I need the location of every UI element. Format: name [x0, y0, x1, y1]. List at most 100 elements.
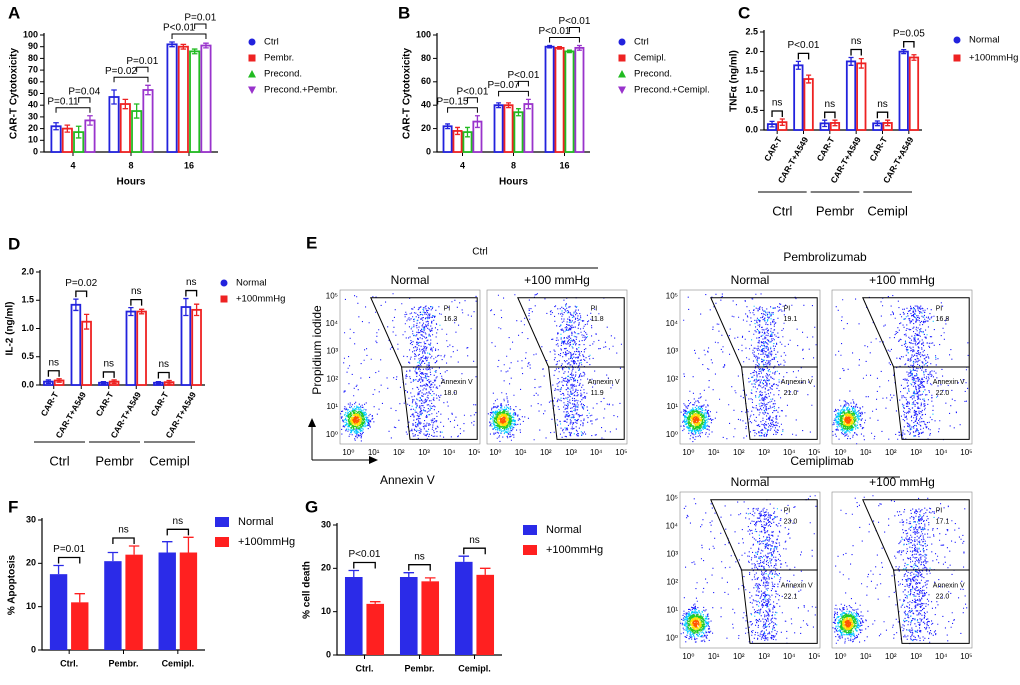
group-label: Ctrl [49, 453, 69, 468]
bar [442, 125, 453, 153]
error-bar [567, 49, 572, 54]
bar [191, 308, 202, 386]
x-axis-label: Hours [117, 177, 146, 188]
error-bar [506, 102, 511, 109]
x-tick-label: 10⁴ [590, 448, 603, 457]
y-tick-label: 2.0 [21, 266, 34, 276]
event-dots [692, 619, 700, 628]
significance-label: P<0.01 [163, 23, 195, 34]
x-tick-label: 10¹ [708, 448, 720, 457]
group-label: Cemipl [867, 203, 908, 218]
x-tick-label: 10⁴ [935, 652, 948, 661]
bar [158, 552, 176, 650]
significance-label: P<0.01 [788, 40, 820, 51]
significance-label: ns [118, 525, 129, 536]
significance-label: P<0.01 [349, 549, 381, 560]
significance-bracket [903, 40, 915, 48]
y-tick-label: 50 [28, 88, 38, 98]
y-tick-label: 100 [416, 29, 431, 39]
y-tick-label: 10³ [666, 550, 678, 559]
error-bar [183, 297, 189, 317]
x-tick-label: 10³ [565, 448, 577, 457]
gate [741, 569, 818, 644]
legend-label: Normal [546, 524, 581, 536]
bar [179, 552, 198, 650]
legend-marker [618, 86, 626, 94]
y-tick-label: 70 [28, 64, 38, 74]
significance-label: ns [414, 551, 425, 562]
significance-bracket [408, 564, 431, 571]
significance-label: ns [186, 277, 197, 288]
y-tick-label: 10³ [666, 347, 678, 356]
gate-label: PI [784, 508, 791, 515]
x-axis-label: Annexin V [380, 473, 435, 487]
error-bar [779, 118, 785, 126]
y-tick-label: 20 [421, 123, 431, 133]
error-bar [155, 380, 162, 385]
y-tick-label: 2.5 [745, 26, 758, 36]
x-tick-label: 10⁵ [808, 448, 820, 457]
error-bar [145, 84, 151, 96]
bar [856, 62, 867, 131]
significance-bracket [498, 90, 529, 97]
y-axis-label: % cell death [302, 561, 313, 619]
event-dots [687, 613, 705, 634]
legend-label: Pembr. [264, 53, 294, 64]
error-bar [53, 122, 59, 131]
group-title: Cemiplimab [790, 454, 854, 468]
x-axis-label: Hours [499, 177, 528, 188]
significance-label: P=0.05 [893, 28, 925, 39]
y-tick-label: 10² [666, 578, 678, 587]
significance-bracket [194, 23, 207, 30]
error-bar [911, 54, 917, 61]
panel-letter: D [8, 234, 20, 253]
significance-bracket [771, 110, 783, 118]
significance-bracket [166, 528, 190, 536]
error-bar [73, 298, 79, 312]
x-tick-label: 10² [540, 448, 552, 457]
significance-bracket [47, 370, 60, 377]
x-tick-label: 4 [460, 160, 465, 170]
x-tick-label: 10⁴ [935, 448, 948, 457]
x-tick-label: 10¹ [368, 448, 380, 457]
panel-letter: B [398, 3, 410, 22]
y-tick-label: 1.0 [745, 85, 758, 95]
plot-label: +100 mmHg [524, 273, 590, 287]
x-tick-label: 8 [511, 160, 516, 170]
event-dots [499, 416, 507, 424]
bar [503, 104, 514, 153]
event-dots [842, 413, 854, 427]
significance-label: P=0.02 [105, 66, 137, 77]
y-tick-label: 0.0 [21, 379, 34, 389]
panel-letter: A [8, 3, 20, 22]
y-tick-label: 20 [321, 563, 331, 573]
y-tick-label: 0.0 [745, 124, 758, 134]
x-tick-label: 10⁰ [489, 448, 501, 457]
y-axis-label: Propidium iodide [310, 305, 324, 395]
plot-label: Normal [391, 273, 430, 287]
x-tick-label: 10² [393, 448, 405, 457]
y-tick-label: 10⁴ [326, 319, 339, 328]
y-tick-label: 10⁰ [666, 634, 678, 643]
event-dots [349, 413, 363, 427]
bar [136, 310, 147, 386]
bar [493, 104, 504, 153]
group-label: Pembr [95, 453, 134, 468]
x-tick-label: 10² [885, 652, 897, 661]
legend-label: Cemipl. [634, 53, 666, 64]
significance-bracket [463, 547, 486, 555]
panel-letter: F [8, 497, 18, 516]
bar [119, 103, 131, 153]
y-tick-label: 10¹ [666, 402, 678, 411]
significance-label: ns [173, 516, 184, 527]
y-tick-label: 10⁰ [666, 430, 678, 439]
gate [893, 569, 970, 644]
error-bar [445, 123, 451, 130]
y-tick-label: 10² [666, 374, 678, 383]
x-tick-label: 10⁴ [783, 652, 796, 661]
plot-label: +100 mmHg [869, 273, 935, 287]
legend-marker [523, 525, 537, 535]
x-tick-label: 10⁵ [468, 448, 480, 457]
arrow-head [369, 456, 378, 464]
error-bar [496, 102, 502, 109]
